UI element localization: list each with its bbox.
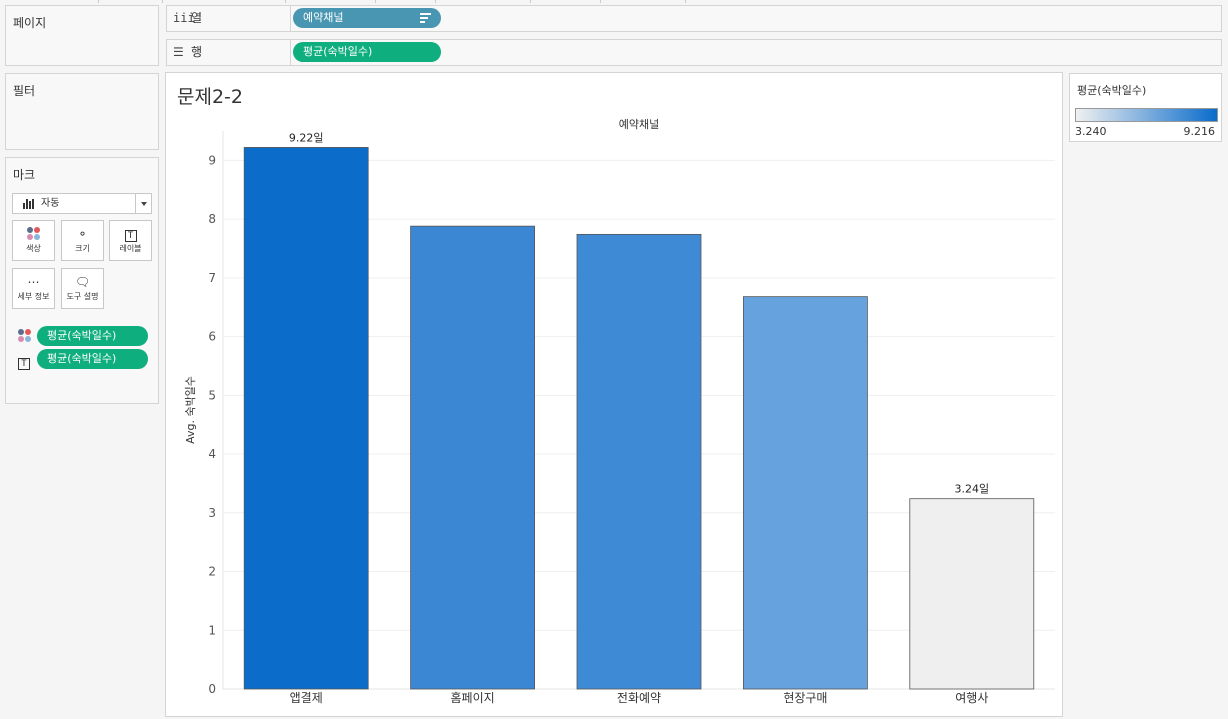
tooltip-icon: 🗨 [74, 275, 91, 289]
y-tick-label: 0 [208, 682, 216, 696]
color-icon [13, 221, 54, 243]
x-tick-label: 앱결제 [290, 691, 323, 705]
bar [743, 296, 868, 690]
detail-button-label: 세부 정보 [17, 292, 50, 301]
label-button-label: 레이블 [119, 244, 142, 253]
y-tick-label: 7 [208, 271, 216, 285]
columns-shelf-label: iii열 [167, 6, 291, 31]
tooltip-button[interactable]: 🗨 도구 설명 [61, 268, 104, 309]
label-icon: T [110, 221, 151, 243]
y-tick-label: 6 [208, 330, 216, 344]
legend-max-value: 9.216 [1183, 125, 1216, 138]
bar [576, 233, 702, 690]
color-button[interactable]: 색상 [12, 220, 55, 261]
x-tick-label: 여행사 [955, 690, 988, 705]
bar [243, 147, 369, 690]
data-label: 3.24일 [954, 482, 989, 496]
y-tick-label: 5 [208, 388, 216, 402]
pages-title: 페이지 [13, 16, 47, 30]
marks-card: 마크 자동 색상 ⚬ 크기 T 레이블 ⋯ 세부 정보 🗨 도구 설명 평균(숙… [5, 157, 159, 404]
y-axis-label: Avg. 숙박일수 [183, 376, 197, 444]
y-tick-label: 1 [208, 623, 216, 637]
worksheet-title: 문제2-2 [177, 86, 243, 108]
y-tick-label: 4 [208, 447, 216, 461]
rows-icon: ☰ [173, 45, 184, 59]
marks-title: 마크 [13, 168, 36, 182]
color-legend[interactable]: 평균(숙박일수) 3.240 9.216 [1069, 73, 1222, 142]
y-tick-label: 9 [208, 153, 216, 167]
columns-field-pill-label: 예약채널 [303, 11, 344, 24]
y-tick-label: 2 [208, 565, 216, 579]
label-t-icon: T [18, 351, 34, 370]
bar-chart-icon [23, 199, 35, 209]
columns-icon: iii [173, 11, 195, 25]
legend-min-value: 3.240 [1075, 125, 1107, 138]
rows-shelf-label: ☰ 행 [167, 40, 291, 65]
y-tick-label: 3 [208, 506, 216, 520]
mark-type-dropdown[interactable]: 자동 [12, 193, 152, 214]
color-field-pill[interactable]: 평균(숙박일수) [37, 326, 148, 346]
bar [909, 498, 1035, 690]
size-button[interactable]: ⚬ 크기 [61, 220, 104, 261]
mark-type-value: 자동 [41, 198, 60, 209]
legend-color-ramp [1075, 108, 1218, 122]
size-button-label: 크기 [75, 244, 90, 253]
bar [410, 225, 536, 690]
color-dots-icon [18, 328, 34, 344]
label-button[interactable]: T 레이블 [109, 220, 152, 261]
color-button-label: 색상 [26, 244, 41, 253]
columns-field-pill[interactable]: 예약채널 [293, 8, 441, 28]
x-tick-label: 현장구매 [783, 691, 827, 705]
legend-title: 평균(숙박일수) [1077, 84, 1147, 97]
rows-shelf[interactable]: ☰ 행 평균(숙박일수) [166, 39, 1222, 66]
chevron-down-icon[interactable] [135, 194, 151, 213]
filters-title: 필터 [13, 84, 36, 98]
top-toolbar-strip [0, 0, 1228, 3]
x-tick-label: 홈페이지 [451, 691, 495, 705]
column-header: 예약채널 [619, 117, 659, 131]
filters-card[interactable]: 필터 [5, 73, 159, 150]
sort-descending-icon[interactable] [420, 13, 431, 23]
rows-field-pill[interactable]: 평균(숙박일수) [293, 42, 441, 62]
data-label: 9.22일 [289, 130, 324, 144]
pages-card[interactable]: 페이지 [5, 5, 159, 66]
label-field-pill[interactable]: 평균(숙박일수) [37, 349, 148, 369]
y-tick-label: 8 [208, 212, 216, 226]
x-tick-label: 전화예약 [617, 690, 661, 705]
detail-button[interactable]: ⋯ 세부 정보 [12, 268, 55, 309]
columns-shelf[interactable]: iii열 예약채널 [166, 5, 1222, 32]
tooltip-button-label: 도구 설명 [66, 292, 99, 301]
detail-icon: ⋯ [27, 275, 40, 289]
size-icon: ⚬ [77, 227, 88, 241]
